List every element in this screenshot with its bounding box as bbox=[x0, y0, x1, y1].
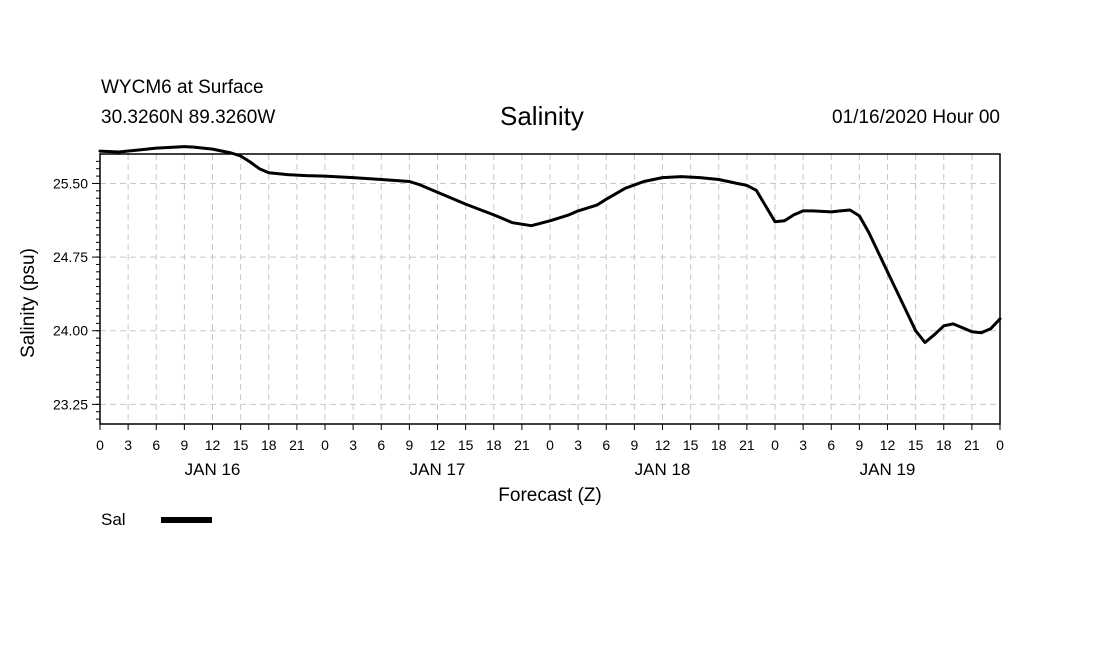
x-tick-label: 15 bbox=[683, 437, 699, 453]
x-tick-label: 6 bbox=[377, 437, 385, 453]
x-tick-label: 12 bbox=[205, 437, 221, 453]
y-axis-title: Salinity (psu) bbox=[18, 248, 39, 358]
x-tick-label: 18 bbox=[261, 437, 277, 453]
y-tick-label: 24.00 bbox=[53, 323, 88, 339]
x-axis-title: Forecast (Z) bbox=[498, 485, 601, 506]
plot-frame bbox=[99, 153, 1001, 425]
x-tick-label: 0 bbox=[546, 437, 554, 453]
x-tick-label: 0 bbox=[321, 437, 329, 453]
x-tick-label: 18 bbox=[936, 437, 952, 453]
x-tick-label: 0 bbox=[996, 437, 1004, 453]
y-tick-label: 25.50 bbox=[53, 175, 88, 191]
x-tick-label: 0 bbox=[771, 437, 779, 453]
x-tick-label: 3 bbox=[349, 437, 357, 453]
legend-swatch bbox=[161, 517, 212, 523]
x-tick-label: 21 bbox=[964, 437, 980, 453]
x-tick-label: 15 bbox=[908, 437, 924, 453]
x-tick-label: 9 bbox=[855, 437, 863, 453]
x-tick-label: 9 bbox=[405, 437, 413, 453]
date-label: JAN 19 bbox=[860, 460, 916, 479]
x-tick-label: 15 bbox=[458, 437, 474, 453]
chart-title: Salinity bbox=[500, 101, 584, 131]
x-tick-label: 18 bbox=[486, 437, 502, 453]
date-label: JAN 18 bbox=[635, 460, 691, 479]
x-tick-label: 6 bbox=[152, 437, 160, 453]
x-tick-label: 21 bbox=[514, 437, 530, 453]
x-tick-label: 3 bbox=[799, 437, 807, 453]
x-tick-label: 21 bbox=[739, 437, 755, 453]
date-label: JAN 17 bbox=[410, 460, 466, 479]
x-tick-label: 6 bbox=[602, 437, 610, 453]
x-tick-label: 12 bbox=[430, 437, 446, 453]
x-tick-label: 0 bbox=[96, 437, 104, 453]
date-label: JAN 16 bbox=[185, 460, 241, 479]
x-tick-label: 6 bbox=[827, 437, 835, 453]
y-tick-label: 23.25 bbox=[53, 396, 88, 412]
x-tick-label: 9 bbox=[180, 437, 188, 453]
coordinates-label: 30.3260N 89.3260W bbox=[101, 107, 276, 128]
x-tick-label: 3 bbox=[124, 437, 132, 453]
series-line-sal bbox=[98, 145, 1002, 344]
legend-label: Sal bbox=[101, 510, 126, 529]
x-tick-label: 15 bbox=[233, 437, 249, 453]
forecast-date: 01/16/2020 Hour 00 bbox=[832, 107, 1000, 128]
y-tick-label: 24.75 bbox=[53, 249, 88, 265]
x-tick-label: 3 bbox=[574, 437, 582, 453]
x-tick-label: 21 bbox=[289, 437, 305, 453]
x-tick-label: 12 bbox=[880, 437, 896, 453]
station-label: WYCM6 at Surface bbox=[101, 77, 264, 98]
x-tick-label: 18 bbox=[711, 437, 727, 453]
x-tick-label: 9 bbox=[630, 437, 638, 453]
x-tick-label: 12 bbox=[655, 437, 671, 453]
